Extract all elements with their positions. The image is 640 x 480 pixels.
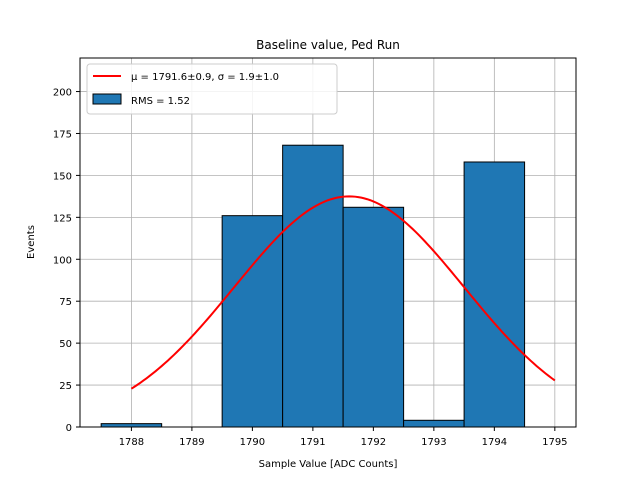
x-axis-ticks: 1788 1789 1790 1791 1792 1793 1794 1795 — [119, 427, 568, 448]
x-tick-label: 1791 — [300, 437, 325, 448]
legend-histogram-label: RMS = 1.52 — [131, 96, 190, 107]
x-tick-label: 1793 — [421, 437, 446, 448]
legend-box — [86, 63, 338, 115]
x-tick-label: 1789 — [179, 437, 204, 448]
gaussian-fit-curve — [130, 195, 556, 390]
x-axis-label: Sample Value [ADC Counts] — [259, 459, 398, 470]
y-tick-label: 150 — [53, 171, 72, 182]
x-tick-label: 1794 — [482, 437, 507, 448]
y-axis-ticks: 0 25 50 75 100 125 150 175 200 — [53, 88, 80, 434]
y-tick-label: 100 — [53, 255, 72, 266]
x-tick-label: 1788 — [119, 437, 144, 448]
legend-fit-label: μ = 1791.6±0.9, σ = 1.9±1.0 — [131, 72, 279, 83]
legend: μ = 1791.6±0.9, σ = 1.9±1.0 RMS = 1.52 — [86, 63, 338, 115]
chart-title: Baseline value, Ped Run — [256, 38, 400, 52]
histogram-bar — [100, 423, 163, 428]
histogram-bar — [221, 215, 284, 428]
plot-frame — [79, 57, 577, 428]
histogram-bar — [463, 161, 526, 428]
y-axis-label: Events — [26, 225, 37, 259]
y-tick-label: 0 — [66, 423, 72, 434]
histogram-bar — [282, 144, 344, 428]
y-tick-label: 200 — [53, 88, 72, 99]
y-tick-label: 75 — [59, 297, 72, 308]
y-tick-label: 50 — [59, 339, 72, 350]
histogram-bar — [342, 206, 405, 428]
x-tick-label: 1792 — [361, 437, 386, 448]
y-tick-label: 125 — [53, 213, 72, 224]
x-tick-label: 1790 — [240, 437, 265, 448]
y-tick-label: 25 — [59, 381, 72, 392]
histogram-bars — [100, 144, 526, 428]
histogram-bar — [403, 419, 465, 428]
y-tick-label: 175 — [53, 129, 72, 140]
legend-histogram-swatch — [92, 93, 122, 105]
x-tick-label: 1795 — [542, 437, 567, 448]
